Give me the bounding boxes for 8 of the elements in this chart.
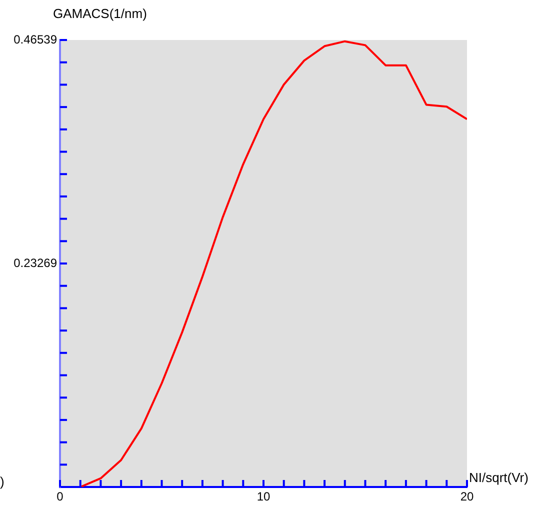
x-tick-label: 0 (56, 490, 64, 504)
y-tick-label: 0.46539 (14, 32, 58, 46)
x-axis-title: NI/sqrt(Vr) (469, 470, 528, 485)
text: ) (0, 474, 4, 489)
x-tick-label: 10 (256, 490, 270, 504)
y-axis-title: GAMACS(1/nm) (53, 6, 147, 21)
y-tick-label: 0.23269 (14, 256, 58, 270)
x-tick-label: 20 (460, 490, 474, 504)
